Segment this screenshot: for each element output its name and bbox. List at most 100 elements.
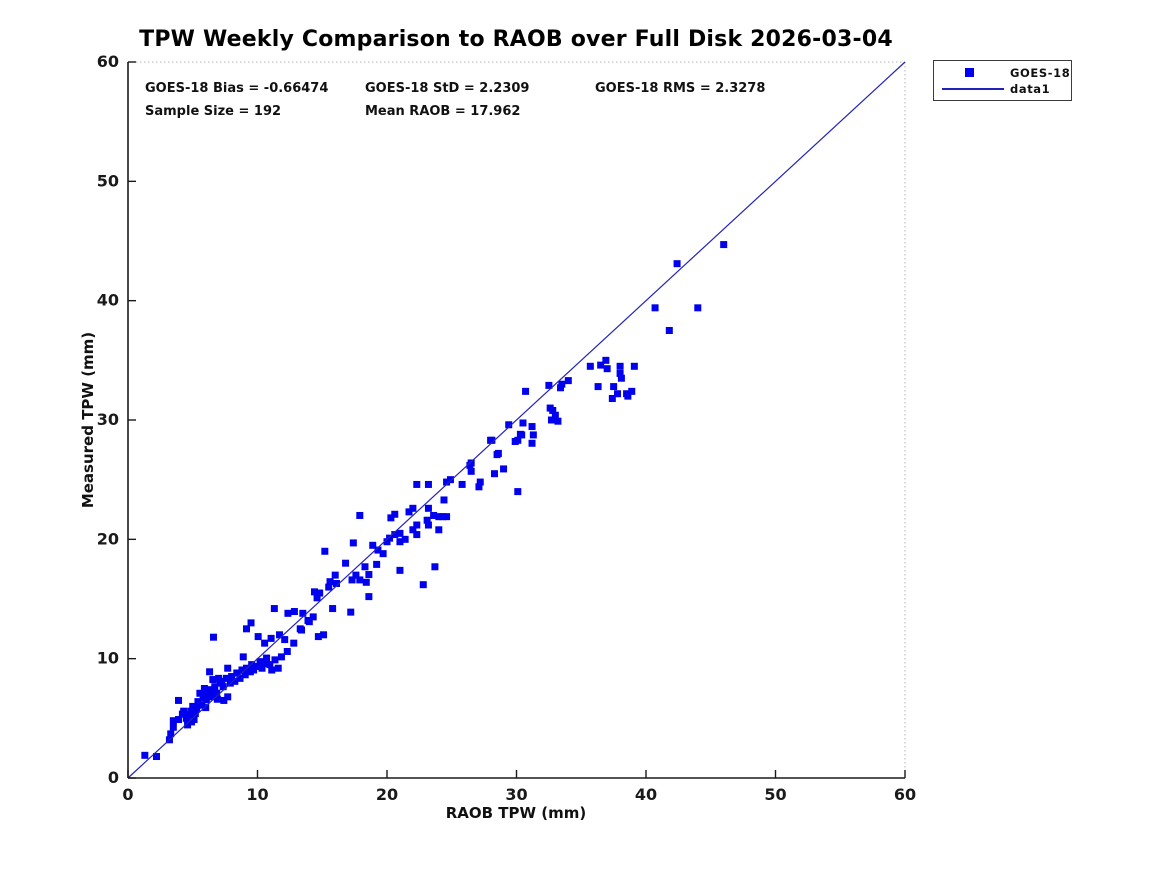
y-tick-label: 30 (97, 410, 119, 429)
scatter-point (253, 662, 261, 670)
scatter-point (602, 356, 610, 364)
scatter-point (369, 541, 377, 549)
scatter-point (409, 504, 417, 512)
scatter-point (514, 488, 522, 496)
scatter-point (373, 560, 381, 568)
x-tick-label: 50 (764, 785, 786, 804)
stat-std: GOES-18 StD = 2.2309 (365, 81, 530, 96)
scatter-point (152, 753, 160, 761)
scatter-point (182, 714, 190, 722)
scatter-point (413, 531, 421, 539)
stat-rms: GOES-18 RMS = 2.3278 (595, 81, 766, 96)
scatter-point (209, 633, 217, 641)
scatter-point (467, 459, 475, 467)
scatter-point (342, 559, 350, 567)
scatter-point (175, 716, 183, 724)
x-axis-label: RAOB TPW (mm) (445, 804, 587, 822)
scatter-point (391, 531, 399, 539)
scatter-point (211, 683, 219, 691)
scatter-point (298, 626, 306, 634)
scatter-point (616, 369, 624, 377)
scatter-point (549, 406, 557, 414)
scatter-point (624, 392, 632, 400)
scatter-point (694, 304, 702, 312)
scatter-point (326, 578, 334, 586)
scatter-point (391, 510, 399, 518)
scatter-point (213, 695, 221, 703)
scatter-point (446, 476, 454, 484)
scatter-point (258, 664, 266, 672)
scatter-point (379, 550, 387, 558)
scatter-point (551, 411, 559, 419)
scatter-point (314, 633, 322, 641)
scatter-point (231, 677, 239, 685)
scatter-point (141, 751, 149, 759)
scatter-point (597, 361, 605, 369)
scatter-point (196, 689, 204, 697)
x-tick-label: 60 (894, 785, 916, 804)
scatter-point (175, 696, 183, 704)
scatter-point (184, 721, 192, 729)
scatter-point (435, 513, 443, 521)
scatter-point (290, 608, 298, 616)
y-tick-label: 10 (97, 649, 119, 668)
scatter-point (356, 511, 364, 519)
legend-line-marker-icon (942, 88, 1004, 90)
scatter-point (594, 383, 602, 391)
scatter-point (458, 480, 466, 488)
scatter-point (610, 383, 618, 391)
scatter-point (277, 653, 285, 661)
scatter-point (239, 653, 247, 661)
scatter-point (547, 416, 555, 424)
scatter-point (361, 563, 369, 571)
scatter-point (630, 362, 638, 370)
scatter-point (250, 666, 258, 674)
scatter-point (387, 514, 395, 522)
scatter-point (193, 704, 201, 712)
scatter-point (198, 701, 206, 709)
scatter-point (557, 384, 565, 392)
scatter-point (500, 465, 508, 473)
scatter-point (254, 633, 262, 641)
scatter-point (284, 609, 292, 617)
scatter-point (528, 423, 536, 431)
scatter-point (409, 526, 417, 534)
y-tick-label: 0 (108, 768, 119, 787)
scatter-point (169, 723, 177, 731)
x-tick-label: 0 (122, 785, 133, 804)
legend-label-goes18: GOES-18 (1010, 66, 1071, 80)
scatter-point (313, 594, 321, 602)
scatter-point (202, 704, 210, 712)
scatter-point (185, 711, 193, 719)
scatter-point (401, 535, 409, 543)
scatter-point (290, 639, 298, 647)
scatter-point (219, 683, 227, 691)
scatter-point (617, 374, 625, 382)
scatter-point (396, 538, 404, 546)
scatter-point (365, 571, 373, 579)
scatter-point (424, 480, 432, 488)
scatter-point (413, 521, 421, 529)
y-tick-label: 50 (97, 171, 119, 190)
scatter-point (475, 483, 483, 491)
scatter-point (270, 605, 278, 613)
scatter-point (349, 539, 357, 547)
scatter-point (274, 664, 282, 672)
scatter-point (514, 436, 522, 444)
scatter-point (365, 593, 373, 601)
scatter-point (233, 669, 241, 677)
scatter-point (241, 671, 249, 679)
scatter-point (320, 631, 328, 639)
scatter-point (268, 666, 276, 674)
scatter-point (494, 449, 502, 457)
scatter-point (564, 377, 572, 385)
scatter-point (271, 656, 279, 664)
scatter-point (405, 508, 413, 516)
scatter-point (206, 668, 214, 676)
scatter-point (651, 304, 659, 312)
scatter-point (443, 513, 451, 521)
scatter-point (476, 478, 484, 486)
scatter-point (443, 478, 451, 486)
scatter-point (256, 658, 264, 666)
